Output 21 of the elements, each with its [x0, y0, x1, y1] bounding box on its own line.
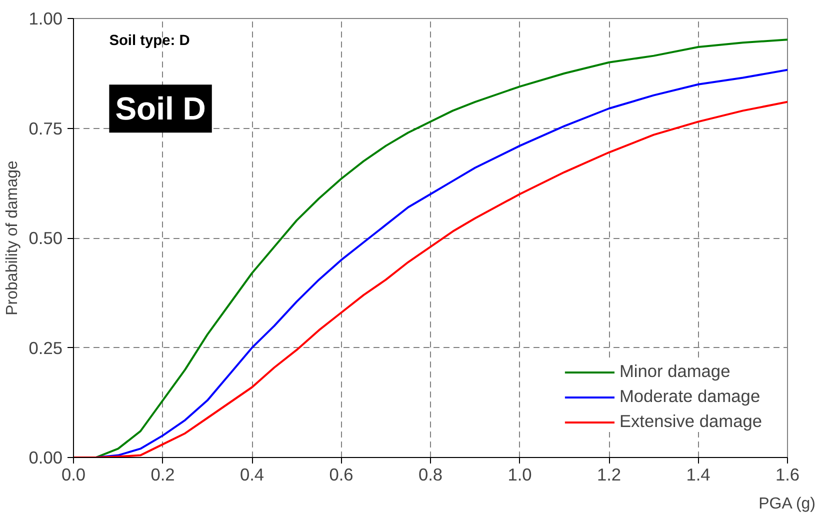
- x-tick-label: 0.8: [418, 464, 443, 484]
- x-tick-label: 0.2: [150, 464, 175, 484]
- x-tick-label: 1.6: [775, 464, 800, 484]
- y-tick-label: 0.25: [28, 338, 63, 358]
- legend-label: Minor damage: [619, 361, 730, 382]
- x-tick-label: 0.0: [61, 464, 86, 484]
- x-axis-title: PGA (g): [758, 496, 816, 512]
- y-tick-label: 0.00: [28, 448, 63, 468]
- x-tick-label: 1.2: [596, 464, 622, 484]
- y-tick-label: 1.00: [28, 8, 63, 28]
- y-tick-label: 0.75: [28, 118, 63, 138]
- x-tick-label: 0.4: [240, 464, 264, 484]
- y-axis-title: Probability of damage: [4, 160, 21, 316]
- annotation: Soil D: [115, 90, 206, 127]
- y-tick-label: 0.50: [28, 228, 63, 248]
- legend-label: Moderate damage: [619, 386, 760, 407]
- x-tick-label: 1.0: [508, 464, 532, 484]
- x-tick-label: 1.4: [686, 464, 711, 484]
- x-tick-label: 0.6: [329, 464, 354, 484]
- annotation: Soil type: D: [109, 33, 190, 50]
- legend-label: Extensive damage: [619, 411, 762, 432]
